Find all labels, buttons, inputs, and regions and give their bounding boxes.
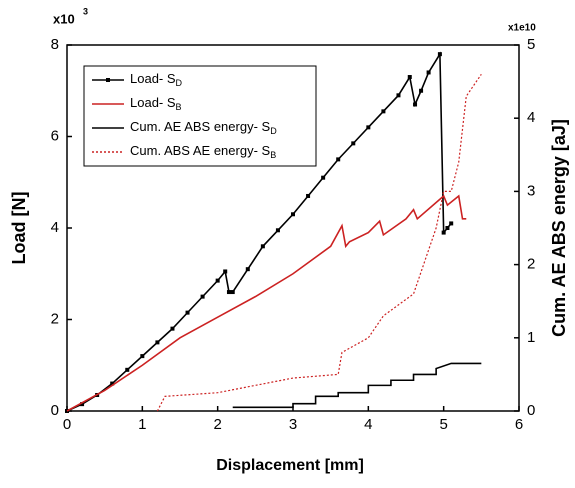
x-tick-label: 3 [289, 416, 297, 433]
y-multiplier: x10 [53, 11, 75, 26]
marker [230, 290, 235, 295]
x-axis-label: Displacement [mm] [216, 457, 364, 474]
marker [437, 52, 442, 57]
legend-sub: B [176, 102, 182, 112]
marker [396, 93, 401, 98]
y2-tick-label: 3 [527, 182, 535, 199]
marker [419, 88, 424, 93]
x-tick-label: 2 [213, 416, 221, 433]
legend-sub: D [270, 126, 277, 136]
marker [80, 402, 85, 407]
marker [275, 228, 280, 233]
series-line [232, 362, 482, 409]
legend-label: Load- SB [130, 95, 182, 112]
marker [351, 141, 356, 146]
y-tick-label: 0 [51, 402, 59, 419]
marker [140, 354, 145, 359]
legend-box [83, 65, 317, 167]
marker [125, 367, 130, 372]
marker [321, 175, 326, 180]
legend-sub: D [176, 78, 183, 88]
series-line [156, 73, 482, 412]
x-tick-label: 1 [138, 416, 146, 433]
y2-tick-label: 2 [527, 256, 535, 273]
marker [223, 269, 228, 274]
y-multiplier-exp: 3 [83, 6, 88, 16]
legend-name: Load- S [130, 71, 176, 86]
legend-label: Cum. AE ABS energy- SD [130, 119, 277, 136]
y-tick-label: 6 [51, 127, 59, 144]
y-tick-label: 8 [51, 36, 59, 53]
legend-label: Load- SD [130, 71, 183, 88]
marker [413, 102, 418, 107]
x-tick-label: 4 [364, 416, 372, 433]
legend-name: Cum. AE ABS energy- S [130, 119, 271, 134]
x-tick-label: 0 [63, 416, 71, 433]
y2-axis-label: Cum. AE ABS energy [aJ] [549, 119, 569, 337]
marker [200, 294, 205, 299]
y2-tick-label: 4 [527, 109, 535, 126]
marker [381, 109, 386, 114]
legend-sub: B [270, 150, 276, 160]
y-tick-label: 2 [51, 310, 59, 327]
y2-tick-label: 0 [527, 402, 535, 419]
marker [366, 125, 371, 130]
marker [185, 310, 190, 315]
marker [449, 221, 454, 226]
marker [226, 290, 231, 295]
marker [441, 230, 446, 235]
y-axis-label: Load [N] [9, 192, 29, 265]
marker [445, 226, 450, 230]
legend-name: Cum. ABS AE energy- S [130, 143, 271, 158]
marker [291, 212, 295, 217]
marker [155, 340, 160, 345]
y2-multiplier: x1e10 [508, 23, 536, 34]
marker [426, 70, 431, 75]
marker [215, 278, 220, 283]
legend-name: Load- S [130, 95, 176, 110]
legend-marker [106, 78, 110, 82]
y-tick-label: 4 [51, 219, 59, 236]
marker [170, 326, 175, 331]
marker [306, 193, 311, 198]
legend-label: Cum. ABS AE energy- SB [130, 143, 276, 160]
y2-tick-label: 5 [527, 36, 535, 53]
y2-tick-label: 1 [527, 329, 535, 346]
marker [407, 75, 412, 80]
series-line [66, 194, 467, 412]
x-tick-label: 6 [515, 416, 523, 433]
marker [336, 157, 341, 162]
marker [110, 381, 115, 386]
x-tick-label: 5 [439, 416, 447, 433]
marker [260, 244, 265, 249]
marker [245, 267, 250, 272]
